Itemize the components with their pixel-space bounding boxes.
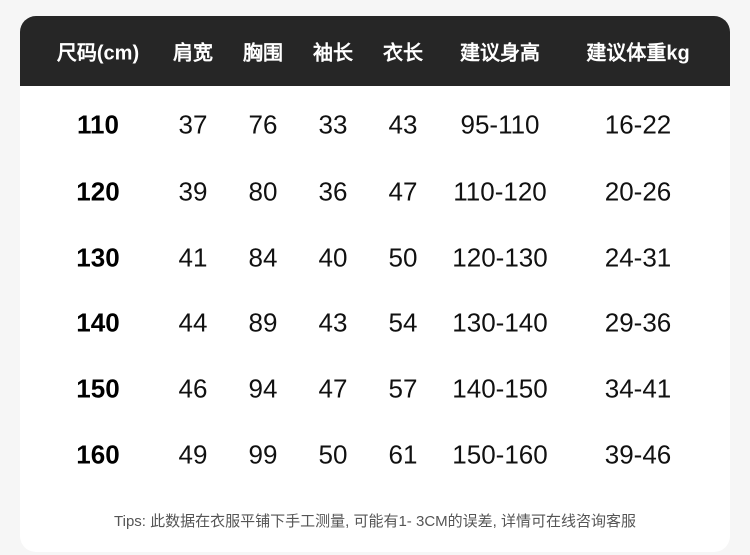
table-cell: 89 bbox=[248, 307, 278, 338]
size-cell: 120 bbox=[76, 176, 120, 207]
table-cell: 43 bbox=[388, 109, 418, 140]
table-cell: 39 bbox=[178, 176, 208, 207]
size-cell: 140 bbox=[76, 307, 120, 338]
table-cell: 80 bbox=[248, 176, 278, 207]
table-cell: 36 bbox=[318, 176, 348, 207]
table-cell: 95-110 bbox=[460, 109, 540, 140]
table-cell: 57 bbox=[388, 373, 418, 404]
table-cell: 37 bbox=[178, 109, 208, 140]
column-header: 衣长 bbox=[383, 42, 423, 65]
table-cell: 47 bbox=[388, 176, 418, 207]
column-header: 肩宽 bbox=[173, 42, 213, 65]
size-cell: 130 bbox=[76, 242, 120, 273]
table-cell: 50 bbox=[388, 242, 418, 273]
table-cell: 61 bbox=[388, 439, 418, 470]
size-cell: 150 bbox=[76, 373, 120, 404]
table-cell: 49 bbox=[178, 439, 208, 470]
table-cell: 120-130 bbox=[452, 242, 548, 273]
table-cell: 39-46 bbox=[604, 439, 672, 470]
table-cell: 150-160 bbox=[452, 439, 548, 470]
column-header: 胸围 bbox=[243, 42, 283, 65]
table-cell: 46 bbox=[178, 373, 208, 404]
size-cell: 110 bbox=[77, 109, 119, 140]
table-cell: 33 bbox=[318, 109, 348, 140]
column-header: 建议身高 bbox=[460, 42, 540, 65]
size-cell: 160 bbox=[76, 439, 120, 470]
table-cell: 41 bbox=[178, 242, 208, 273]
table-cell: 99 bbox=[248, 439, 278, 470]
tips-note: Tips: 此数据在衣服平铺下手工测量, 可能有1- 3CM的误差, 详情可在线… bbox=[114, 513, 636, 530]
table-cell: 140-150 bbox=[452, 373, 548, 404]
table-cell: 40 bbox=[318, 242, 348, 273]
table-cell: 16-22 bbox=[604, 109, 672, 140]
table-cell: 47 bbox=[318, 373, 348, 404]
size-chart-card: 尺码(cm) 肩宽 胸围 袖长 衣长 建议身高 建议体重kg 110 37 76 33 43 95-1… bbox=[20, 16, 730, 552]
column-header: 袖长 bbox=[313, 42, 353, 65]
table-cell: 110-120 bbox=[453, 176, 547, 207]
table-cell: 20-26 bbox=[604, 176, 672, 207]
table-cell: 76 bbox=[248, 109, 278, 140]
table-cell: 34-41 bbox=[604, 373, 672, 404]
table-cell: 43 bbox=[318, 307, 348, 338]
column-header: 建议体重kg bbox=[586, 42, 690, 65]
table-cell: 24-31 bbox=[604, 242, 672, 273]
table-header: 尺码(cm) 肩宽 胸围 袖长 衣长 建议身高 建议体重kg bbox=[20, 16, 730, 86]
table-cell: 29-36 bbox=[604, 307, 672, 338]
column-header: 尺码(cm) bbox=[56, 42, 140, 65]
table-cell: 84 bbox=[248, 242, 278, 273]
table-cell: 94 bbox=[248, 373, 278, 404]
table-cell: 130-140 bbox=[452, 307, 548, 338]
table-cell: 54 bbox=[388, 307, 418, 338]
table-cell: 50 bbox=[318, 439, 348, 470]
table-cell: 44 bbox=[178, 307, 208, 338]
